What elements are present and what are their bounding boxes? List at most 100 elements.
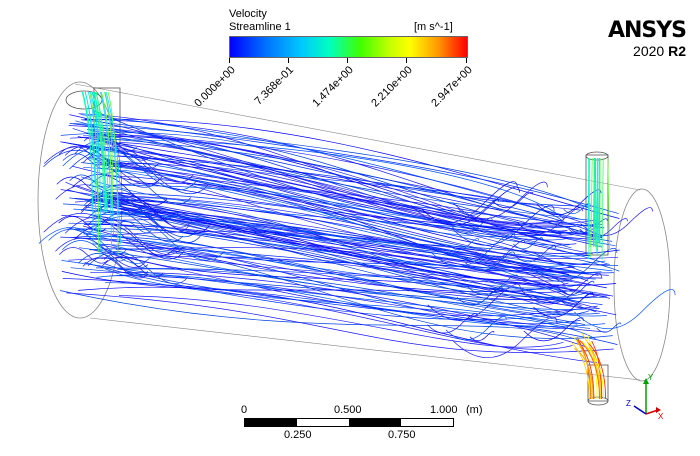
streamline: [427, 283, 521, 321]
streamline: [574, 289, 676, 330]
streamline: [469, 330, 495, 342]
streamline: [119, 211, 610, 296]
streamline: [492, 191, 534, 209]
streamline: [114, 207, 561, 305]
jet-streamline: [587, 341, 607, 400]
lower-nozzle-cap: [587, 396, 609, 406]
right-head-outline: [613, 188, 671, 382]
streamline: [66, 189, 599, 276]
streamline: [86, 215, 225, 261]
jet-streamline: [104, 91, 113, 209]
streamline: [87, 251, 189, 284]
streamline: [62, 153, 111, 170]
streamline: [103, 200, 620, 272]
streamline: [104, 263, 618, 345]
jet-streamline: [92, 91, 104, 201]
streamline: [83, 233, 607, 317]
streamline: [60, 141, 620, 255]
jet-streamline: [84, 91, 97, 234]
shell-bottom-edge: [89, 317, 641, 381]
jet-streamline: [570, 341, 590, 400]
streamline: [64, 216, 184, 255]
streamline: [64, 146, 129, 168]
scale-label: 0.250: [284, 429, 312, 441]
scale-unit: (m): [466, 404, 483, 416]
streamline: [531, 247, 618, 282]
streamline: [445, 316, 507, 341]
streamline: [558, 280, 595, 296]
streamline: [74, 141, 160, 169]
streamline: [84, 118, 599, 227]
streamline: [118, 295, 564, 348]
streamline: [109, 275, 608, 333]
streamline: [55, 184, 159, 218]
upper-nozzle-cap: [585, 151, 609, 161]
axis-triad[interactable]: Y Z X: [620, 370, 664, 420]
jet-streamline: [82, 91, 99, 207]
jet-streamline: [577, 340, 595, 400]
streamline: [82, 256, 149, 279]
streamline: [62, 278, 573, 350]
triad-y-arrow: [643, 378, 649, 384]
streamline: [98, 197, 193, 228]
jet-streamline: [591, 340, 603, 400]
streamline: [72, 165, 601, 236]
streamline: [92, 243, 607, 298]
streamline: [75, 197, 576, 293]
streamline: [75, 227, 571, 305]
streamline: [513, 245, 557, 263]
streamline: [84, 262, 573, 320]
jet-streamline: [607, 157, 610, 251]
streamline: [421, 186, 520, 226]
jet-streamline: [579, 340, 600, 400]
jet-streamline: [81, 91, 93, 205]
legend-title: Velocity: [229, 8, 267, 20]
streamline: [410, 181, 518, 224]
streamline: [475, 240, 526, 261]
streamline: [87, 211, 184, 243]
jet-streamline: [590, 157, 593, 258]
streamline: [516, 207, 583, 234]
streamline: [103, 252, 149, 268]
streamline: [77, 253, 149, 277]
jet-streamline: [583, 344, 605, 400]
streamline: [66, 292, 614, 353]
legend-units: [m s^-1]: [414, 21, 453, 33]
jet-streamline: [95, 91, 107, 210]
streamline: [109, 200, 617, 286]
streamline: [62, 240, 128, 262]
streamline: [596, 322, 622, 333]
streamline: [448, 238, 479, 251]
high-velocity-streamlines: [81, 91, 610, 400]
jet-streamline: [107, 91, 119, 255]
streamline: [110, 211, 596, 280]
streamline: [513, 237, 544, 250]
streamline: [82, 146, 194, 183]
jet-streamline: [104, 91, 122, 245]
jet-streamline: [581, 332, 602, 400]
triad-y-label: Y: [648, 373, 654, 382]
jet-streamline: [596, 157, 598, 250]
streamline: [80, 114, 581, 220]
brand-version: 2020 R2: [608, 43, 686, 59]
streamline: [89, 130, 574, 226]
streamline: [60, 189, 609, 276]
streamline: [81, 192, 210, 235]
brand-name: ANSYS: [607, 18, 687, 43]
streamline: [90, 271, 586, 347]
streamline: [88, 156, 568, 233]
jet-streamline: [100, 91, 112, 251]
legend-colorbar: [229, 36, 468, 58]
streamline: [100, 210, 201, 243]
streamline: [70, 267, 586, 325]
streamline: [105, 205, 607, 289]
streamline: [451, 205, 555, 246]
streamline: [38, 227, 152, 264]
triad-x-label: X: [658, 412, 664, 420]
streamline: [69, 174, 112, 189]
streamline: [466, 274, 519, 296]
streamline: [95, 139, 565, 220]
streamline: [533, 293, 595, 318]
